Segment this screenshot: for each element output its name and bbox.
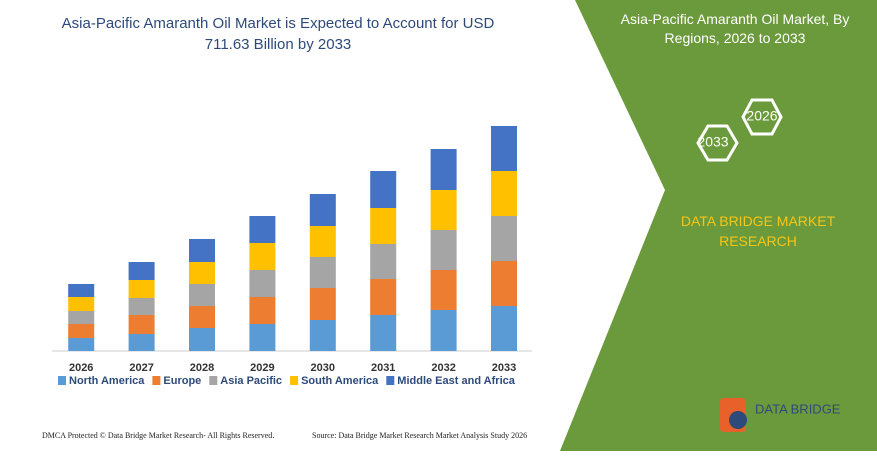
bar-segment: [430, 310, 457, 351]
legend-swatch: [152, 376, 161, 385]
logo-text: DATA BRIDGE: [755, 401, 841, 416]
footer-left: DMCA Protected © Data Bridge Market Rese…: [42, 431, 274, 440]
bar-segment: [189, 306, 215, 328]
bar-segment: [128, 298, 155, 315]
legend-swatch: [290, 376, 299, 385]
hex-label: 2026: [746, 108, 777, 124]
bar-segment: [370, 279, 397, 315]
bar-segment: [249, 297, 276, 324]
x-tick-label: 2030: [311, 362, 335, 374]
bar-segment: [309, 194, 336, 226]
bar-segment: [128, 334, 155, 351]
bar-segment: [249, 243, 276, 270]
bar-segment: [370, 208, 397, 244]
legend-label: Europe: [163, 375, 201, 387]
bar-segment: [491, 126, 517, 171]
hex-label: 2033: [697, 134, 728, 150]
bar-segment: [430, 149, 457, 190]
x-tick-label: 2028: [190, 362, 214, 374]
legend-label: Asia Pacific: [220, 375, 282, 387]
bar-segment: [68, 284, 95, 297]
green-panel: [560, 0, 877, 451]
hexagon: [741, 98, 783, 136]
bar-segment: [309, 257, 336, 288]
bar-segment: [309, 226, 336, 257]
x-tick-label: 2027: [129, 362, 153, 374]
bar-segment: [430, 230, 457, 270]
x-tick-label: 2031: [371, 362, 395, 374]
x-tick-label: 2029: [250, 362, 274, 374]
bar-segment: [68, 324, 95, 338]
brand: DATA BRIDGE MARKET RESEARCH: [681, 213, 836, 249]
bar-segment: [249, 324, 276, 351]
bar-segment: [430, 190, 457, 230]
bar-segment: [68, 311, 95, 324]
bar-segment: [189, 284, 215, 306]
bar-segment: [189, 239, 215, 262]
footer-right: Source: Data Bridge Market Research Mark…: [312, 431, 527, 440]
bar-segment: [249, 270, 276, 297]
bar-segment: [128, 280, 155, 298]
logo-icon: [729, 411, 747, 429]
bar-segment: [491, 306, 517, 351]
hexagon: [696, 124, 739, 162]
legend-label: North America: [69, 375, 145, 387]
bar-segment: [370, 315, 397, 351]
legend-swatch: [58, 376, 66, 385]
legend-label: South America: [301, 375, 379, 387]
chart-title: Asia-Pacific Amaranth Oil Market is Expe…: [62, 15, 495, 53]
x-tick-label: 2033: [492, 362, 516, 374]
bar-segment: [189, 328, 215, 351]
bar-segment: [370, 244, 397, 279]
bar-segment: [68, 297, 95, 311]
legend-label: Middle East and Africa: [397, 375, 515, 387]
bar-segment: [309, 288, 336, 320]
bar-segment: [68, 338, 95, 351]
bar-segment: [430, 270, 457, 310]
bar-segment: [249, 216, 276, 243]
x-tick-label: 2032: [431, 362, 455, 374]
bar-segment: [189, 262, 215, 284]
bar-segment: [370, 171, 397, 208]
bar-segment: [128, 315, 155, 334]
bar-segment: [491, 261, 517, 306]
bar-segment: [491, 216, 517, 261]
bar-segment: [309, 320, 336, 351]
x-tick-label: 2026: [69, 362, 93, 374]
legend-swatch: [386, 376, 395, 385]
bar-segment: [128, 262, 155, 280]
bar-segment: [491, 171, 517, 216]
panel-title: Asia-Pacific Amaranth Oil Market, By Regi…: [621, 11, 850, 46]
legend-swatch: [209, 376, 218, 385]
